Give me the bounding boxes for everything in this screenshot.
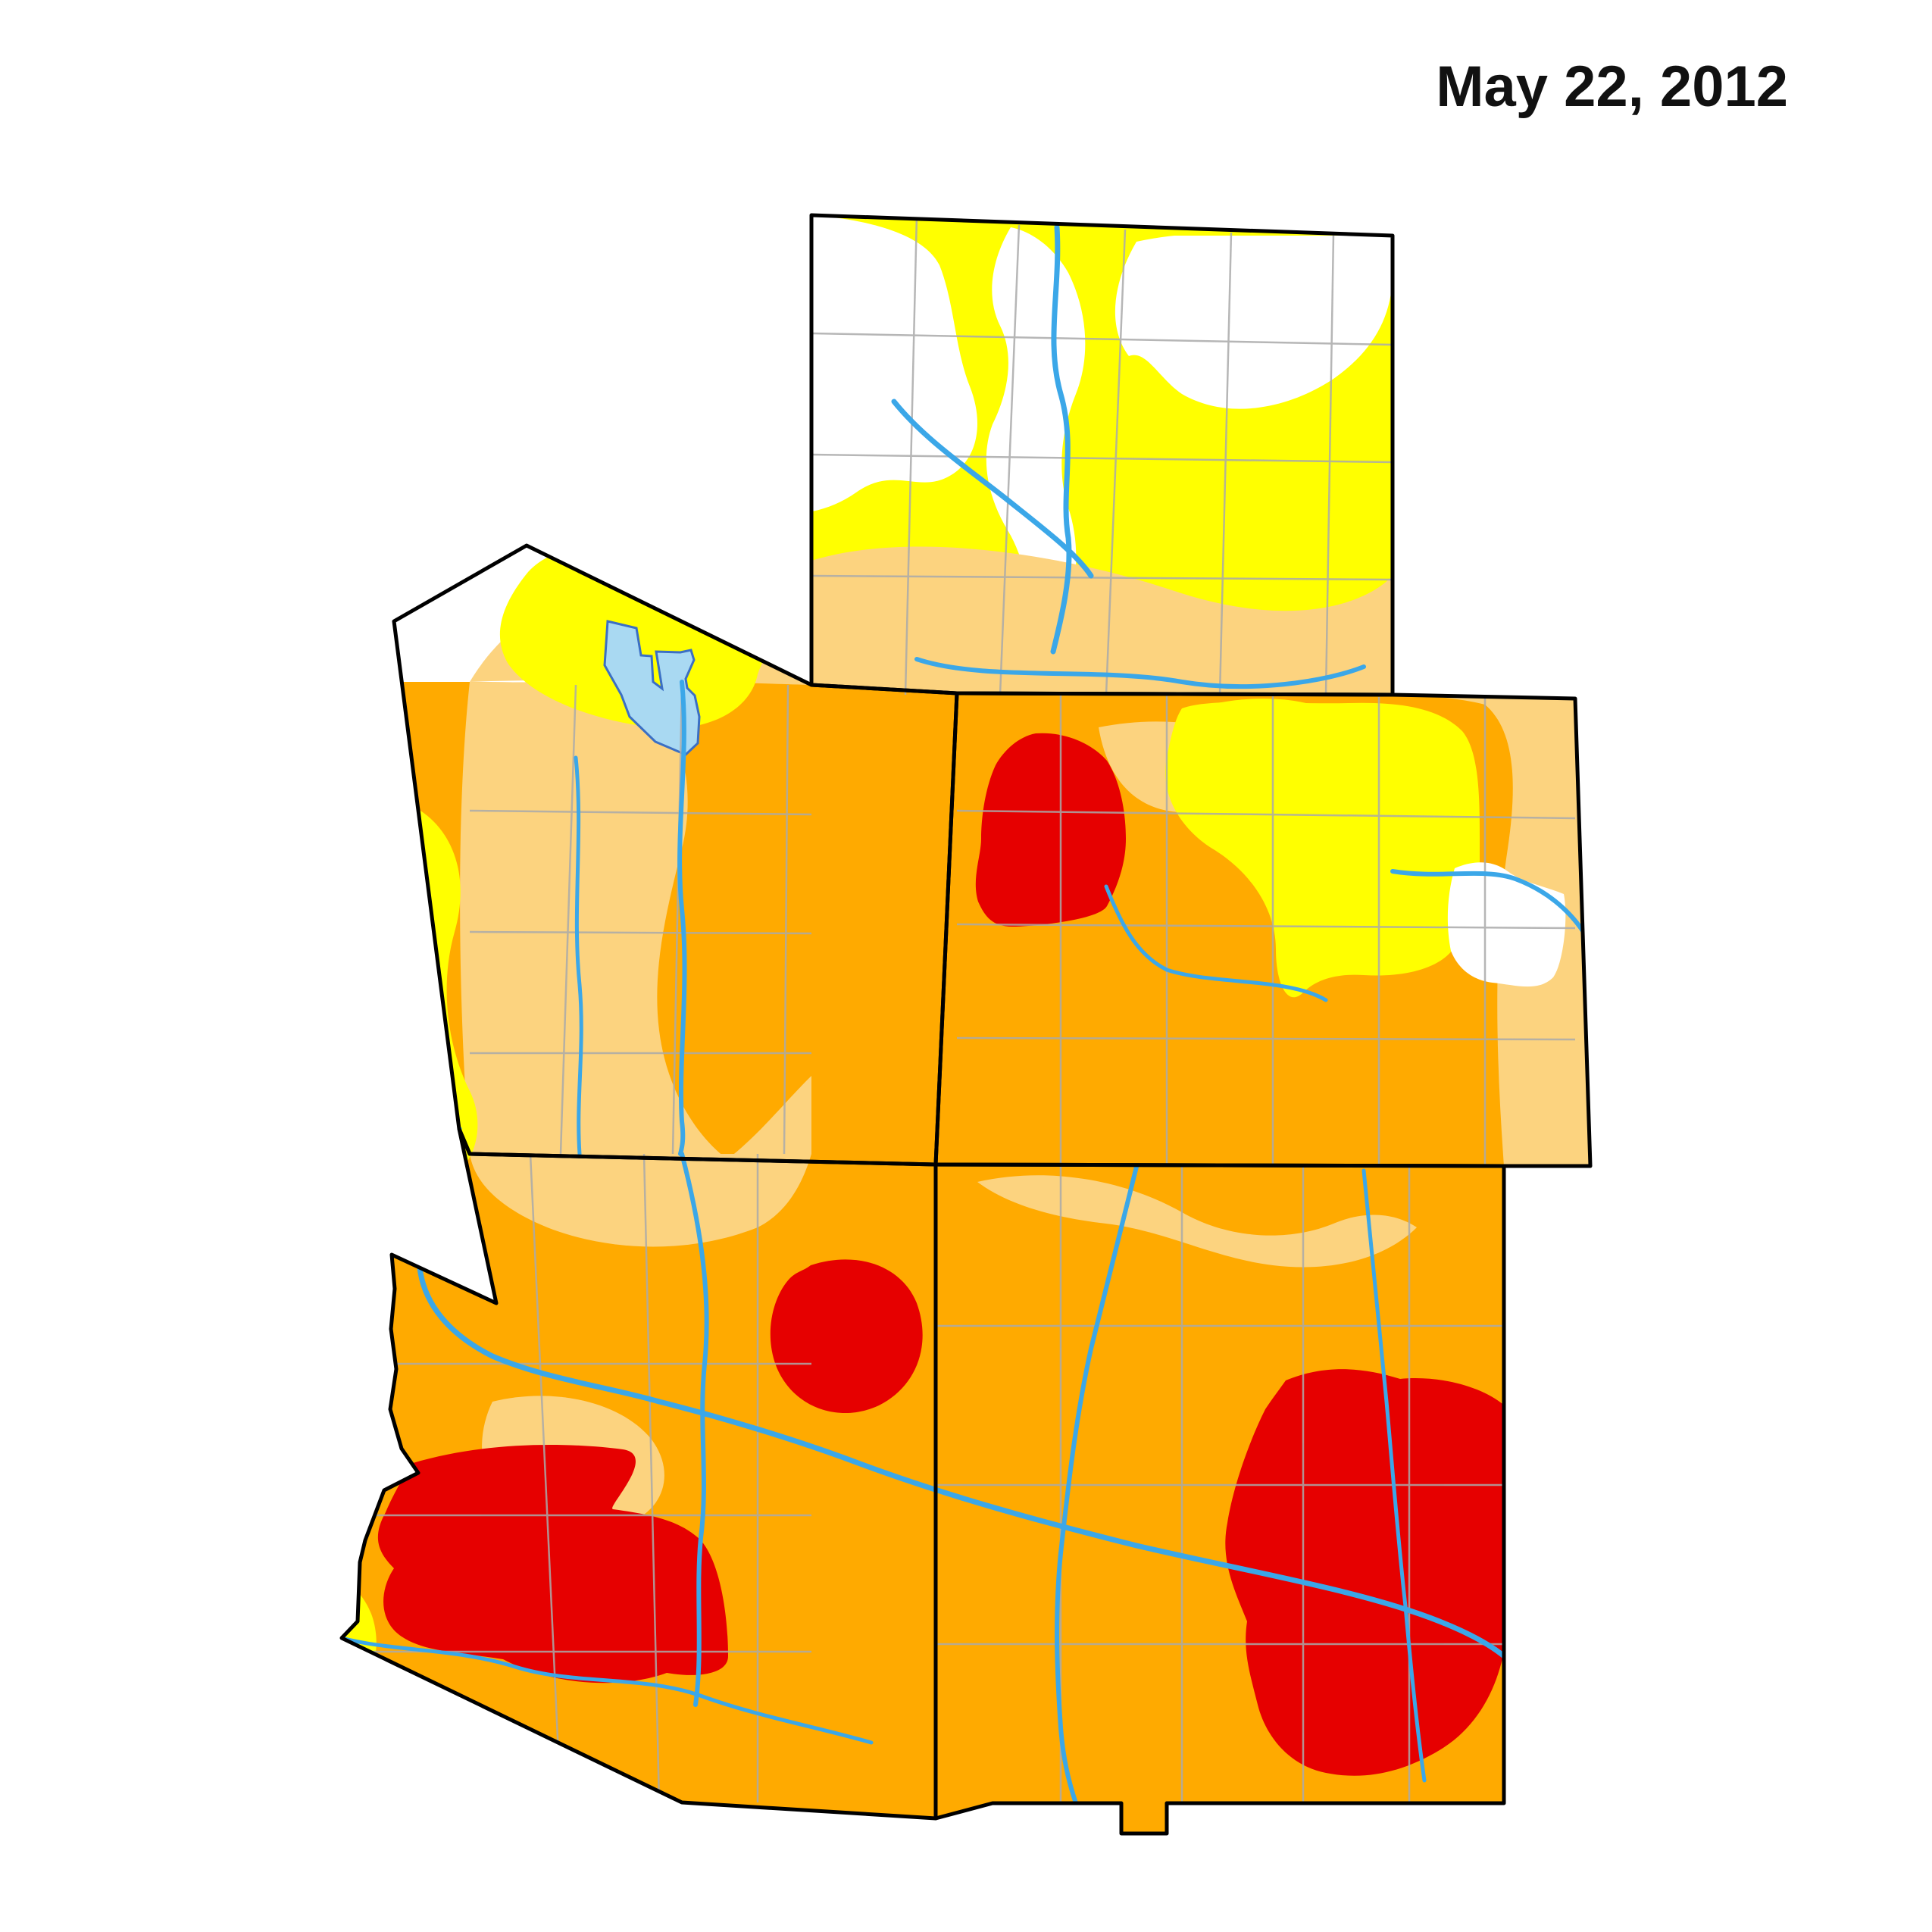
- svg-text:May 22, 2012: May 22, 2012: [1436, 55, 1788, 119]
